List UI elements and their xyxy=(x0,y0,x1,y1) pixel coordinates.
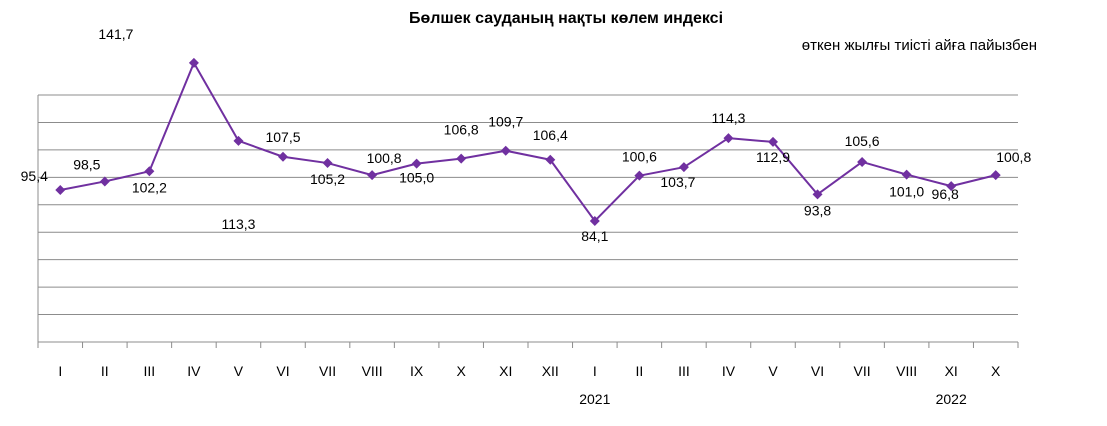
x-tick-label: III xyxy=(678,363,690,379)
data-label: 112,9 xyxy=(756,149,790,165)
data-label: 114,3 xyxy=(711,110,745,126)
data-label: 105,2 xyxy=(310,171,345,187)
data-label: 100,8 xyxy=(996,149,1031,165)
data-point xyxy=(545,154,556,165)
x-tick-label: I xyxy=(593,363,597,379)
x-tick-label: XI xyxy=(499,363,512,379)
data-label: 113,3 xyxy=(221,216,255,232)
x-tick-label: II xyxy=(635,363,643,379)
chart-subtitle: өткен жылғы тиісті айға пайызбен xyxy=(802,37,1037,54)
data-label: 105,6 xyxy=(845,133,880,149)
year-label: 2021 xyxy=(579,391,610,407)
x-tick-label: XII xyxy=(542,363,559,379)
x-tick-label: II xyxy=(101,363,109,379)
data-point xyxy=(233,135,244,146)
data-point xyxy=(723,133,734,144)
x-tick-label: V xyxy=(768,363,778,379)
x-tick-label: VI xyxy=(276,363,289,379)
x-tick-label: I xyxy=(58,363,62,379)
x-axis xyxy=(37,95,1019,348)
data-point xyxy=(99,176,110,187)
data-point xyxy=(589,215,600,226)
data-point xyxy=(188,57,199,68)
data-label: 96,8 xyxy=(932,186,959,202)
data-point xyxy=(678,162,689,173)
x-tick-label: V xyxy=(234,363,244,379)
data-point xyxy=(857,156,868,167)
data-label: 141,7 xyxy=(98,26,133,42)
x-tick-label: VIII xyxy=(362,363,383,379)
data-point xyxy=(367,170,378,181)
x-tick-label: XI xyxy=(945,363,958,379)
data-label: 105,0 xyxy=(399,170,434,186)
chart-title: Бөлшек сауданың нақты көлем индексі xyxy=(409,10,723,27)
x-tick-label: VIII xyxy=(896,363,917,379)
data-label: 98,5 xyxy=(73,156,100,172)
data-markers xyxy=(55,57,1001,226)
data-label: 106,4 xyxy=(533,127,568,143)
data-point xyxy=(990,170,1001,181)
x-tick-label: III xyxy=(144,363,156,379)
x-tick-label: VI xyxy=(811,363,824,379)
data-point xyxy=(55,184,66,195)
year-label: 2022 xyxy=(936,391,967,407)
data-labels: 95,4 98,5 102,2 141,7 113,3 107,5 105,2 100,8 10… xyxy=(21,26,1032,244)
x-tick-label: X xyxy=(991,363,1001,379)
series-polyline xyxy=(60,61,996,222)
data-point xyxy=(456,153,467,164)
data-point xyxy=(812,189,823,200)
data-point xyxy=(322,158,333,169)
x-tick-label: VII xyxy=(319,363,336,379)
data-point xyxy=(144,166,155,177)
grid-lines xyxy=(38,94,1018,316)
data-point xyxy=(411,158,422,169)
x-tick-labels: I II III IV V VI VII VIII IX X XI XII I II III IV V VI VII… xyxy=(58,363,1001,379)
data-point xyxy=(500,145,511,156)
data-label: 103,7 xyxy=(660,174,695,190)
data-point xyxy=(768,136,778,147)
x-tick-label: X xyxy=(457,363,467,379)
data-label: 100,6 xyxy=(622,149,657,165)
series-line xyxy=(60,61,996,222)
data-label: 95,4 xyxy=(21,168,48,184)
data-label: 100,8 xyxy=(367,150,402,166)
data-label: 107,5 xyxy=(265,129,300,145)
data-point xyxy=(278,151,288,162)
x-tick-label: IV xyxy=(722,363,736,379)
data-point xyxy=(634,170,645,181)
data-label: 93,8 xyxy=(804,202,831,218)
year-labels: 2021 2022 xyxy=(579,391,967,407)
data-point xyxy=(946,181,957,192)
data-label: 84,1 xyxy=(581,228,608,244)
x-tick-label: IV xyxy=(187,363,201,379)
data-label: 101,0 xyxy=(889,184,924,200)
data-label: 102,2 xyxy=(132,179,167,195)
data-point xyxy=(901,169,912,180)
x-tick-label: IX xyxy=(410,363,424,379)
data-label: 109,7 xyxy=(488,114,523,130)
x-tick-label: VII xyxy=(854,363,871,379)
data-label: 106,8 xyxy=(444,122,479,138)
